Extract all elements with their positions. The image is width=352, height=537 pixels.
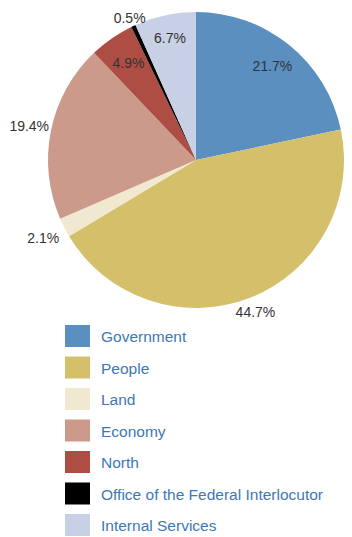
chart-svg: 21.7% 44.7% 2.1% 19.4% 4.9% 0.5% 6.7% Governmen… xyxy=(0,0,352,537)
data-label: 21.7% xyxy=(253,58,293,74)
data-label: 4.9% xyxy=(113,55,145,71)
legend-swatch xyxy=(65,357,90,379)
chart-container: 21.7% 44.7% 2.1% 19.4% 4.9% 0.5% 6.7% Governmen… xyxy=(0,0,352,537)
legend-label: Economy xyxy=(101,423,166,440)
legend-label: Government xyxy=(101,328,187,345)
legend-swatch xyxy=(65,420,90,442)
legend-label: Land xyxy=(101,391,135,408)
data-labels: 21.7% 44.7% 2.1% 19.4% 4.9% 0.5% 6.7% xyxy=(9,10,292,320)
data-label: 19.4% xyxy=(9,118,49,134)
legend-label: Internal Services xyxy=(101,517,217,534)
data-label: 0.5% xyxy=(114,10,146,26)
legend-swatch xyxy=(65,483,90,505)
slices xyxy=(48,12,344,308)
legend-label: People xyxy=(101,360,149,377)
legend-swatch xyxy=(65,325,90,347)
legend-label: North xyxy=(101,454,139,471)
legend-swatch xyxy=(65,451,90,473)
data-label: 2.1% xyxy=(27,230,59,246)
legend-swatch xyxy=(65,388,90,410)
legend-label: Office of the Federal Interlocutor xyxy=(101,486,323,503)
data-label: 6.7% xyxy=(154,30,186,46)
pie-slice xyxy=(136,12,196,160)
legend-swatch xyxy=(65,514,90,536)
legend: Government People Land Economy North Office o… xyxy=(65,325,323,536)
data-label: 44.7% xyxy=(236,304,276,320)
